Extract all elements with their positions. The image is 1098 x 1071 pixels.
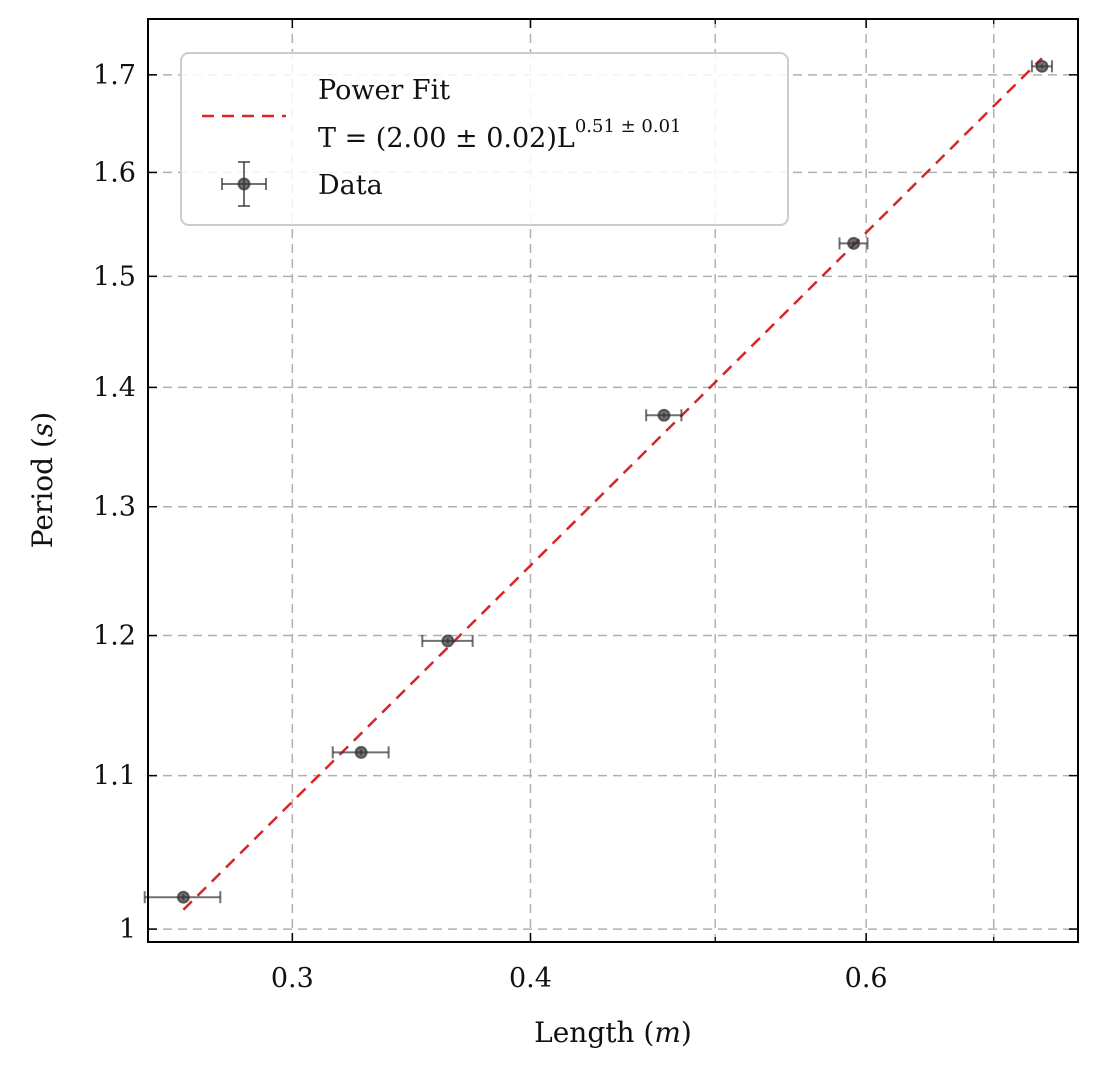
y-tick-label: 1.2 bbox=[93, 621, 136, 652]
data-point-4 bbox=[838, 236, 869, 250]
legend-box bbox=[180, 52, 789, 226]
y-axis-label: Period (s) bbox=[26, 412, 59, 548]
data-marker bbox=[441, 634, 455, 648]
y-tick-label: 1.3 bbox=[93, 492, 136, 523]
fit-layer bbox=[182, 57, 1043, 911]
ticks: 1 1.1 1.2 1.3 1.4 1.5 1.6 1.7 0.3 0.4 0.6 bbox=[93, 19, 1078, 994]
x-tick-label: 0.3 bbox=[271, 963, 314, 994]
data-point-0 bbox=[143, 890, 222, 904]
y-tick-label: 1.7 bbox=[93, 60, 136, 91]
y-tick-label: 1.4 bbox=[93, 372, 136, 403]
x-axis-label-text: Length bbox=[534, 1016, 634, 1049]
legend-data-label: Data bbox=[318, 170, 383, 201]
data-point-2 bbox=[421, 634, 474, 648]
y-tick-label: 1.5 bbox=[93, 261, 136, 292]
data-marker bbox=[1035, 59, 1049, 73]
legend-fit-equation-base: T = (2.00 ± 0.02)L bbox=[318, 123, 575, 154]
y-axis-unit: s bbox=[26, 423, 59, 437]
data-point-5 bbox=[1030, 59, 1053, 73]
x-axis-unit: m bbox=[654, 1016, 681, 1049]
y-axis-label-text: Period bbox=[26, 457, 59, 548]
y-tick-label: 1.1 bbox=[93, 761, 136, 792]
data-marker bbox=[847, 236, 861, 250]
x-axis-label: Length (m) bbox=[534, 1016, 692, 1049]
y-tick-label: 1 bbox=[119, 914, 136, 945]
legend-data-swatch bbox=[221, 161, 267, 207]
x-tick-label: 0.6 bbox=[845, 963, 888, 994]
data-marker bbox=[176, 890, 190, 904]
y-tick-label: 1.6 bbox=[93, 157, 136, 188]
data-point-1 bbox=[331, 745, 390, 759]
legend-fit-equation: T = (2.00 ± 0.02)L0.51 ± 0.01 bbox=[318, 116, 682, 154]
plot-frame bbox=[147, 18, 1079, 943]
power-fit-line bbox=[182, 57, 1043, 911]
legend-fit-label: Power Fit bbox=[318, 75, 450, 106]
legend: Power Fit T = (2.00 ± 0.02)L0.51 ± 0.01 … bbox=[180, 52, 789, 226]
legend-fit-equation-exponent: 0.51 ± 0.01 bbox=[575, 116, 682, 137]
data-layer bbox=[143, 59, 1053, 904]
data-point-3 bbox=[645, 408, 683, 422]
data-marker bbox=[657, 408, 671, 422]
data-marker bbox=[354, 745, 368, 759]
x-tick-label: 0.4 bbox=[509, 963, 552, 994]
